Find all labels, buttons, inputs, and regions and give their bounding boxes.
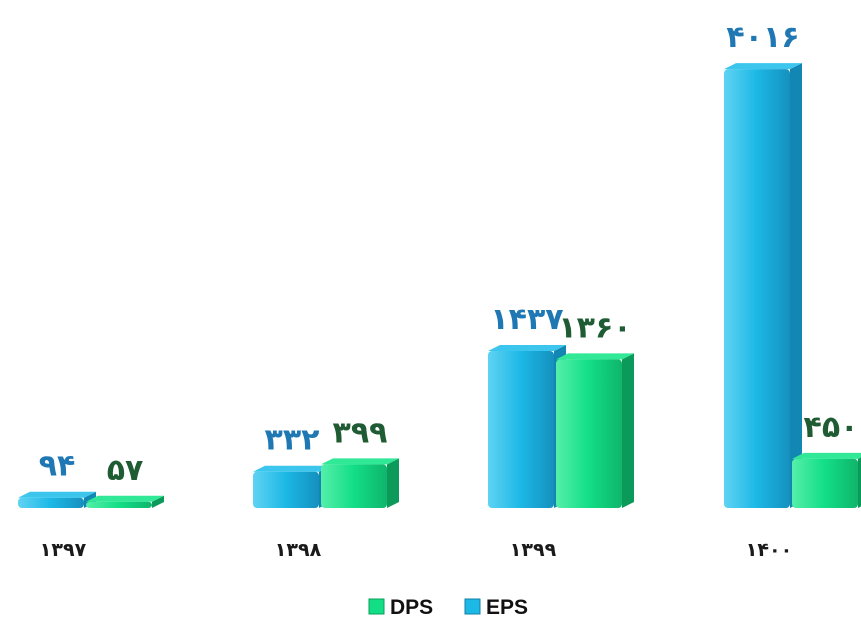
category-label-3: ۱۳۹۹	[510, 539, 557, 561]
bar-dps-1	[86, 495, 164, 508]
value-label-dps-1: ۵۷	[107, 453, 144, 488]
category-label-4: ۱۴۰۰	[746, 539, 792, 561]
legend-label-eps: EPS	[486, 596, 528, 619]
bar-eps-1	[18, 491, 96, 508]
legend-swatch-dps	[368, 598, 385, 615]
value-label-dps-4: ۴۵۰	[804, 410, 859, 445]
bar-eps-4	[724, 63, 802, 509]
bar-eps-2	[253, 465, 331, 508]
value-label-dps-3: ۱۳۶۰	[558, 310, 631, 345]
legend-swatch-eps	[464, 598, 481, 615]
bar-eps-3	[488, 344, 566, 508]
chart-legend: DPS EPS	[368, 596, 528, 619]
category-label-2: ۱۳۹۸	[275, 539, 322, 561]
value-label-eps-3: ۱۴۳۷	[490, 302, 563, 337]
value-label-eps-4: ۴۰۱۶	[726, 20, 799, 55]
value-label-eps-1: ۹۴	[39, 449, 76, 484]
bar-dps-2	[321, 458, 399, 508]
value-label-eps-2: ۳۳۲	[265, 423, 320, 458]
category-label-1: ۱۳۹۷	[40, 539, 87, 561]
value-label-dps-2: ۳۹۹	[333, 415, 388, 450]
bar-dps-4	[792, 452, 861, 508]
bar-dps-3	[556, 353, 634, 508]
legend-label-dps: DPS	[390, 596, 433, 619]
